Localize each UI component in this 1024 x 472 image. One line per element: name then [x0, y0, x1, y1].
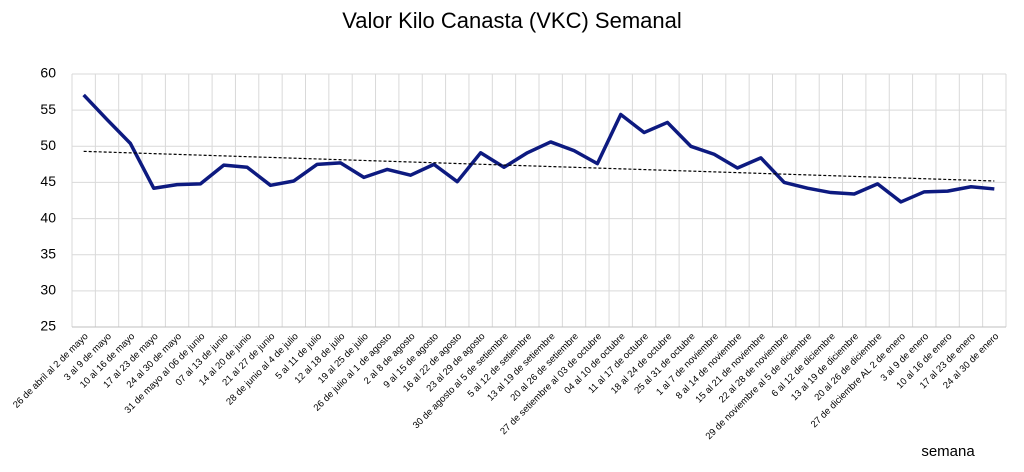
trendline — [83, 150, 995, 182]
y-tick-label: 45 — [40, 173, 56, 189]
y-tick-label: 35 — [40, 245, 56, 261]
chart-title: Valor Kilo Canasta (VKC) Semanal — [342, 8, 682, 33]
y-tick-label: 40 — [40, 209, 56, 225]
y-tick-label: 60 — [40, 65, 56, 81]
line-series — [82, 93, 995, 204]
y-tick-label: 50 — [40, 137, 56, 153]
y-tick-label: 55 — [40, 101, 56, 117]
y-tick-label: 30 — [40, 282, 56, 298]
x-axis-label: semana — [921, 443, 975, 460]
y-tick-label: 25 — [40, 318, 56, 334]
